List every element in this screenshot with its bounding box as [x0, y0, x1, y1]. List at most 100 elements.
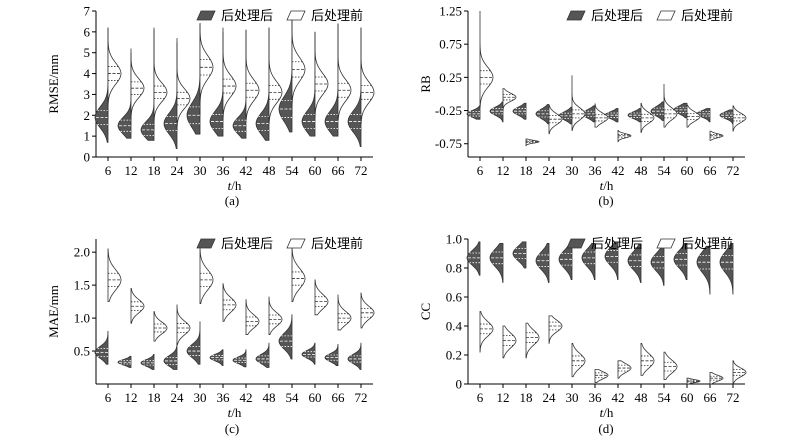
y-tick-label: 0.75	[439, 37, 462, 52]
panel-caption: (a)	[225, 193, 239, 208]
x-tick-label: 42	[240, 390, 253, 405]
violin-after	[719, 109, 734, 125]
violin-after	[558, 245, 573, 280]
x-tick-label: 54	[658, 390, 672, 405]
violin-after	[466, 105, 481, 120]
violin-before	[571, 343, 586, 378]
y-tick-label: 2	[84, 108, 91, 123]
x-tick-label: 12	[497, 390, 510, 405]
x-tick-label: 30	[194, 163, 207, 178]
violin-before	[176, 42, 191, 131]
x-tick-label: 54	[286, 390, 300, 405]
y-tick-label: 6	[84, 24, 91, 39]
x-tick-label: 42	[612, 390, 625, 405]
x-tick-label: 72	[355, 390, 368, 405]
x-tick-label: 66	[332, 390, 346, 405]
violin-after	[94, 27, 109, 143]
legend-label-after: 后处理后	[591, 9, 643, 24]
x-axis-label: t/h	[600, 405, 614, 420]
x-axis-label: t/h	[600, 178, 614, 193]
legend: 后处理后 后处理前	[196, 8, 363, 24]
x-tick-label: 12	[125, 390, 138, 405]
y-tick-label: 0	[456, 377, 463, 392]
violin-before	[153, 29, 168, 130]
violin-after	[301, 31, 316, 137]
x-tick-label: 6	[477, 163, 484, 178]
x-tick-label: 48	[635, 390, 648, 405]
violin-after	[347, 342, 362, 370]
legend-label-after: 后处理后	[591, 237, 643, 252]
y-axis-label: RB	[418, 75, 433, 93]
x-tick-label: 24	[543, 163, 557, 178]
x-tick-label: 72	[355, 163, 368, 178]
x-tick-label: 60	[681, 163, 694, 178]
violin-before	[222, 31, 237, 120]
violin-after	[163, 342, 178, 370]
legend: 后处理后 后处理前	[196, 236, 363, 252]
x-tick-label: 48	[263, 390, 276, 405]
panel-c: 0.5 1.0 1.5 2.0 6 12 18 24 30 36 42 48 54 60 66 72 MAE/m…	[46, 236, 375, 436]
x-tick-label: 6	[105, 390, 112, 405]
violin-before	[594, 103, 609, 128]
x-tick-label: 60	[309, 390, 322, 405]
y-tick-label: 0.6	[446, 290, 463, 305]
x-tick-label: 60	[309, 163, 322, 178]
violin-before	[617, 360, 632, 379]
violin-after	[301, 342, 316, 365]
legend-label-after: 后处理后	[221, 237, 273, 252]
x-axis-label: t/h	[228, 178, 242, 193]
x-tick-label: 6	[105, 163, 112, 178]
violin-after	[696, 245, 711, 295]
violin-after	[627, 244, 642, 283]
panel-caption: (b)	[598, 193, 613, 208]
y-tick-label: 0.4	[446, 319, 463, 334]
panel-b: -0.75 -0.25 0.25 0.75 1.25 6 12 18 24 30 36 42 48 54 6…	[418, 4, 747, 208]
x-tick-label: 66	[704, 163, 718, 178]
violin-after	[255, 342, 270, 368]
y-axis-label: CC	[418, 303, 433, 320]
violin-after	[489, 101, 504, 123]
violin-after	[535, 242, 550, 283]
legend-swatch-before	[656, 10, 676, 21]
violin-before	[268, 296, 283, 335]
x-tick-label: 36	[589, 163, 603, 178]
y-tick-label: 4	[84, 66, 91, 81]
violin-after	[673, 242, 688, 280]
violin-before	[594, 369, 609, 383]
violin-after	[278, 19, 293, 133]
violin-before	[479, 311, 494, 353]
violin-before	[360, 292, 375, 329]
legend-swatch-after	[196, 10, 216, 21]
x-tick-label: 30	[566, 390, 579, 405]
x-tick-label: 54	[286, 163, 300, 178]
legend-label-before: 后处理前	[681, 8, 733, 24]
violin-before	[337, 23, 352, 120]
y-tick-label: 0	[84, 150, 91, 165]
y-tick-label: 0.8	[446, 261, 462, 276]
panel-caption: (d)	[598, 421, 613, 436]
legend-swatch-after	[566, 238, 586, 249]
violin-before	[222, 283, 237, 322]
violin-after	[604, 241, 619, 280]
violin-before	[663, 84, 678, 128]
x-tick-label: 42	[240, 163, 253, 178]
violin-before	[291, 19, 306, 116]
legend-swatch-before	[286, 238, 306, 249]
violin-before	[525, 322, 540, 359]
x-tick-label: 60	[681, 390, 694, 405]
violin-before	[337, 294, 352, 331]
y-tick-label: 3	[84, 87, 91, 102]
panel-caption: (c)	[225, 421, 239, 436]
x-tick-label: 24	[171, 390, 185, 405]
panel-d: 0 0.2 0.4 0.6 0.8 1.0 6 12 18 24 30 36 42 48 54 60 66 72 C…	[418, 232, 747, 436]
violin-after	[278, 314, 293, 360]
violin-before	[548, 105, 563, 135]
y-tick-label: 1.0	[446, 232, 462, 247]
y-tick-label: 0.5	[74, 344, 90, 359]
violin-before	[130, 52, 145, 126]
x-tick-label: 18	[520, 390, 533, 405]
y-tick-label: 1.25	[439, 4, 462, 19]
violin-before	[571, 75, 586, 131]
